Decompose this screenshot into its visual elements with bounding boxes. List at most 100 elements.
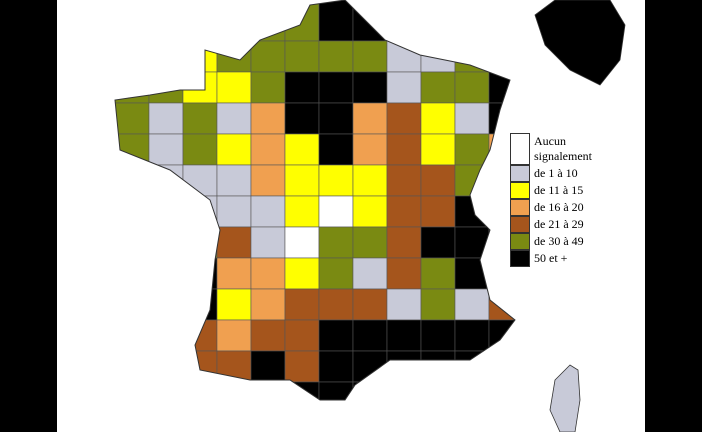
department — [182, 226, 218, 259]
department — [182, 381, 218, 400]
department — [216, 257, 252, 290]
france — [115, 0, 515, 400]
department — [216, 40, 252, 73]
department — [182, 0, 218, 42]
department — [250, 133, 286, 166]
france-outline — [114, 0, 516, 401]
department — [386, 0, 422, 42]
department — [250, 0, 286, 42]
department — [318, 164, 354, 197]
department — [352, 288, 388, 321]
department — [386, 195, 422, 228]
legend-swatch — [510, 216, 530, 233]
legend-label: de 11 à 15 — [534, 183, 584, 197]
department — [318, 319, 354, 352]
department — [115, 164, 150, 197]
department — [115, 226, 150, 259]
department — [318, 381, 354, 400]
department — [318, 288, 354, 321]
department — [148, 288, 184, 321]
legend-item: de 11 à 15 — [510, 182, 610, 199]
department — [352, 0, 388, 42]
department — [250, 102, 286, 135]
department — [115, 40, 150, 73]
department — [386, 164, 422, 197]
department — [488, 350, 515, 383]
paris-inset — [534, 0, 626, 86]
department — [250, 40, 286, 73]
department — [420, 71, 456, 104]
department — [148, 0, 184, 42]
department — [352, 133, 388, 166]
department — [318, 71, 354, 104]
department — [386, 288, 422, 321]
department — [216, 319, 252, 352]
legend-item: Aucun signalement — [510, 133, 610, 165]
department — [250, 381, 286, 400]
department — [216, 71, 252, 104]
department — [115, 71, 150, 104]
department — [216, 102, 252, 135]
department — [352, 226, 388, 259]
department — [420, 133, 456, 166]
department — [182, 40, 218, 73]
legend-swatch — [510, 133, 530, 165]
department — [352, 164, 388, 197]
department — [318, 257, 354, 290]
department — [250, 288, 286, 321]
side-bar — [645, 0, 702, 432]
department — [488, 71, 515, 104]
department — [420, 288, 456, 321]
legend-label: de 21 à 29 — [534, 217, 584, 231]
department — [454, 71, 490, 104]
department — [148, 195, 184, 228]
department — [148, 102, 184, 135]
department — [148, 319, 184, 352]
department — [488, 288, 515, 321]
department — [454, 102, 490, 135]
department — [318, 40, 354, 73]
department — [115, 0, 150, 42]
legend-item: de 1 à 10 — [510, 165, 610, 182]
department — [284, 257, 320, 290]
department — [182, 133, 218, 166]
department — [454, 319, 490, 352]
department — [420, 350, 456, 383]
department — [115, 102, 150, 135]
legend-label: de 16 à 20 — [534, 200, 584, 214]
department — [488, 319, 515, 352]
department — [352, 319, 388, 352]
department — [115, 288, 150, 321]
legend-label: 50 et + — [534, 251, 568, 265]
department — [250, 257, 286, 290]
department — [182, 319, 218, 352]
department — [250, 350, 286, 383]
department — [352, 40, 388, 73]
department — [420, 0, 456, 42]
department — [386, 133, 422, 166]
department — [284, 133, 320, 166]
department — [420, 319, 456, 352]
department — [182, 257, 218, 290]
department — [454, 40, 490, 73]
department — [115, 257, 150, 290]
department — [284, 164, 320, 197]
department — [148, 71, 184, 104]
department — [115, 319, 150, 352]
department — [352, 102, 388, 135]
department — [318, 133, 354, 166]
department — [420, 381, 456, 400]
department — [182, 195, 218, 228]
department — [454, 288, 490, 321]
department — [488, 102, 515, 135]
department — [352, 381, 388, 400]
legend-item: de 30 à 49 — [510, 233, 610, 250]
department — [216, 381, 252, 400]
department — [318, 0, 354, 42]
legend-label: de 30 à 49 — [534, 234, 584, 248]
department — [454, 226, 490, 259]
department — [488, 0, 515, 42]
department — [386, 257, 422, 290]
department — [216, 133, 252, 166]
legend-item: de 16 à 20 — [510, 199, 610, 216]
